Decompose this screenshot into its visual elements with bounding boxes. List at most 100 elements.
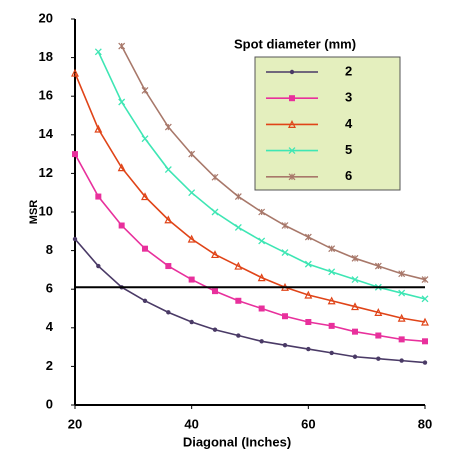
y-tick-label: 0	[46, 396, 53, 411]
point	[422, 360, 428, 365]
legend-label: 4	[345, 116, 353, 131]
point	[236, 333, 241, 338]
point	[94, 124, 103, 133]
x-tick-label: 60	[301, 416, 315, 431]
legend-label: 5	[345, 142, 352, 157]
point	[327, 296, 336, 305]
point	[212, 327, 218, 332]
x-axis-label: Diagonal (Inches)	[183, 434, 291, 449]
x-tick-label: 20	[68, 416, 82, 431]
point	[258, 305, 265, 312]
point	[258, 208, 266, 216]
y-tick-label: 4	[46, 319, 54, 334]
y-tick-label: 14	[39, 126, 54, 141]
point	[234, 223, 242, 231]
series-line	[120, 45, 426, 281]
point	[397, 313, 406, 322]
series-line	[74, 153, 426, 343]
point	[305, 319, 312, 326]
point	[141, 135, 149, 143]
point	[94, 48, 102, 56]
point	[282, 313, 288, 320]
point	[71, 68, 79, 77]
legend-marker	[289, 95, 295, 102]
point	[375, 332, 382, 339]
y-tick-label: 8	[46, 242, 53, 257]
point	[398, 289, 406, 297]
legend-label: 2	[345, 63, 352, 78]
point	[118, 98, 126, 106]
legend-marker	[289, 69, 295, 75]
point	[259, 339, 264, 344]
point	[234, 193, 242, 200]
point	[141, 192, 149, 201]
point	[328, 268, 336, 276]
point	[398, 336, 405, 343]
point	[212, 288, 218, 295]
point	[306, 346, 311, 352]
point	[234, 261, 243, 270]
point	[189, 319, 194, 325]
point	[72, 151, 78, 158]
point	[96, 263, 101, 269]
point	[164, 166, 172, 173]
series-line	[74, 72, 426, 323]
y-tick-label: 20	[39, 10, 53, 25]
point	[211, 173, 219, 181]
point	[351, 302, 359, 311]
point	[282, 342, 288, 348]
y-tick-label: 12	[39, 165, 53, 180]
series-line	[74, 238, 426, 364]
point	[304, 233, 312, 241]
point	[422, 338, 428, 345]
point	[117, 163, 126, 172]
point	[211, 250, 219, 259]
point	[187, 234, 196, 243]
point	[328, 245, 336, 253]
legend-box	[254, 56, 401, 191]
point	[118, 42, 126, 50]
point	[352, 328, 358, 335]
point	[421, 295, 429, 303]
point	[352, 354, 358, 359]
x-tick-label: 40	[184, 416, 198, 431]
point	[166, 310, 171, 315]
y-tick-label: 10	[39, 203, 53, 218]
legend-label: 3	[345, 90, 352, 105]
point	[211, 208, 219, 216]
legend-marker	[288, 120, 296, 128]
point	[142, 298, 148, 303]
legend-marker	[288, 173, 296, 181]
point	[72, 236, 78, 242]
point	[142, 245, 148, 252]
point	[374, 308, 383, 316]
point	[188, 276, 195, 283]
y-tick-label: 6	[46, 281, 53, 296]
point	[258, 237, 266, 245]
point	[398, 270, 406, 278]
x-tick-label: 80	[418, 416, 432, 431]
point	[164, 123, 172, 131]
point	[118, 222, 125, 229]
point	[304, 260, 312, 268]
point	[257, 273, 266, 282]
y-tick-label: 18	[39, 49, 53, 64]
y-tick-label: 16	[39, 88, 53, 103]
point	[351, 276, 359, 284]
point	[421, 317, 429, 326]
point	[329, 350, 334, 356]
point	[351, 254, 359, 262]
legend-label: 6	[345, 168, 352, 183]
point	[328, 322, 335, 329]
y-axis-label: MSR	[28, 200, 40, 225]
point	[164, 215, 173, 224]
y-tick-label: 2	[46, 358, 53, 373]
point	[281, 249, 289, 256]
point	[399, 358, 404, 363]
legend-title: Spot diameter (mm)	[234, 36, 356, 51]
point	[376, 356, 381, 361]
point	[281, 222, 289, 229]
point	[374, 262, 382, 270]
point	[421, 276, 429, 283]
